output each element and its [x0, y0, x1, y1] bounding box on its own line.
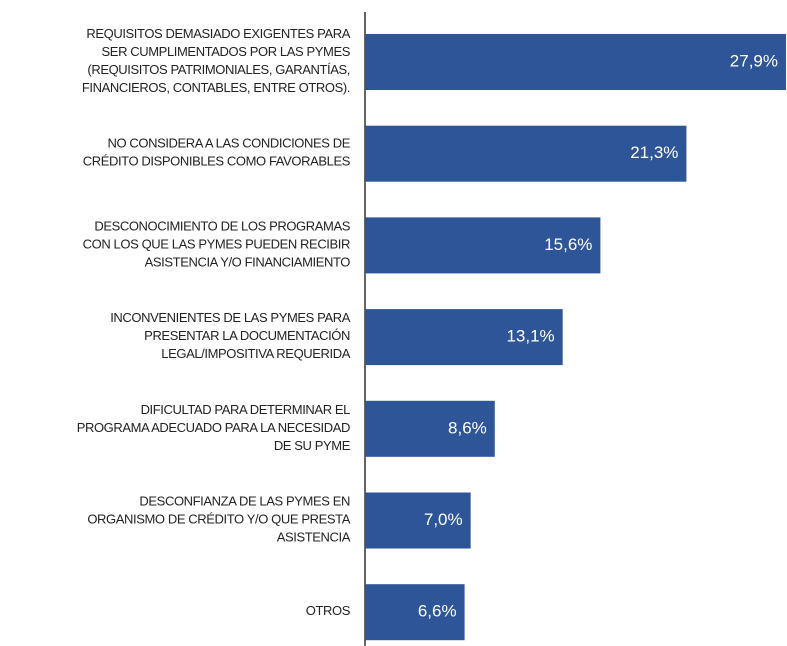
category-line: (REQUISITOS PATRIMONIALES, GARANTÍAS,: [87, 62, 350, 77]
value-label: 6,6%: [418, 602, 457, 621]
value-label: 15,6%: [544, 235, 592, 254]
value-label: 7,0%: [424, 510, 463, 529]
bar: [365, 584, 465, 641]
category-label: NO CONSIDERA A LAS CONDICIONES DE CRÉDITO…: [83, 136, 351, 169]
category-line: REQUISITOS DEMASIADO EXIGENTES PARA: [86, 26, 350, 41]
category-line: DESCONFIANZA DE LAS PYMES EN: [139, 494, 350, 509]
bar: [365, 125, 687, 182]
bar: [365, 309, 563, 366]
category-line: OTROS: [306, 604, 351, 619]
category-line: SER CUMPLIMENTADOS POR LAS PYMES: [102, 44, 351, 59]
category-line: DE SU PYME: [274, 438, 351, 453]
bar: [365, 34, 786, 90]
bar: [365, 217, 601, 274]
category-line: INCONVENIENTES DE LAS PYMES PARA: [110, 311, 351, 326]
category-label: DIFICULTAD PARA DETERMINAR EL PROGRAMA AD…: [77, 402, 351, 453]
category-line: DESCONOCIMIENTO DE LOS PROGRAMAS: [94, 219, 350, 234]
category-line: NO CONSIDERA A LAS CONDICIONES DE: [107, 136, 350, 151]
category-line: FINANCIEROS, CONTABLES, ENTRE OTROS).: [82, 80, 350, 95]
category-label: DESCONFIANZA DE LAS PYMES EN ORGANISMO DE…: [87, 494, 350, 545]
category-line: LEGAL/IMPOSITIVA REQUERIDA: [161, 347, 350, 362]
category-line: ASISTENCIA Y/O FINANCIAMIENTO: [145, 255, 351, 270]
bar: [365, 400, 495, 457]
value-label: 27,9%: [730, 51, 778, 70]
category-line: PRESENTAR LA DOCUMENTACIÓN: [144, 329, 350, 344]
category-line: CON LOS QUE LAS PYMES PUEDEN RECIBIR: [83, 237, 350, 252]
value-label: 13,1%: [506, 327, 554, 346]
category-line: ORGANISMO DE CRÉDITO Y/O QUE PRESTA: [87, 512, 350, 527]
bar: [365, 492, 471, 549]
category-line: CRÉDITO DISPONIBLES COMO FAVORABLES: [83, 154, 351, 169]
category-label: OTROS: [306, 604, 351, 619]
category-label: DESCONOCIMIENTO DE LOS PROGRAMAS CON LOS …: [83, 219, 351, 270]
category-label: REQUISITOS DEMASIADO EXIGENTES PARA SER C…: [82, 26, 351, 95]
value-label: 21,3%: [630, 143, 678, 162]
category-line: PROGRAMA ADECUADO PARA LA NECESIDAD: [77, 420, 350, 435]
value-label: 8,6%: [448, 418, 487, 437]
category-line: ASISTENCIA: [277, 530, 351, 545]
category-label: INCONVENIENTES DE LAS PYMES PARA PRESENTA…: [110, 311, 351, 362]
category-line: DIFICULTAD PARA DETERMINAR EL: [141, 402, 351, 417]
